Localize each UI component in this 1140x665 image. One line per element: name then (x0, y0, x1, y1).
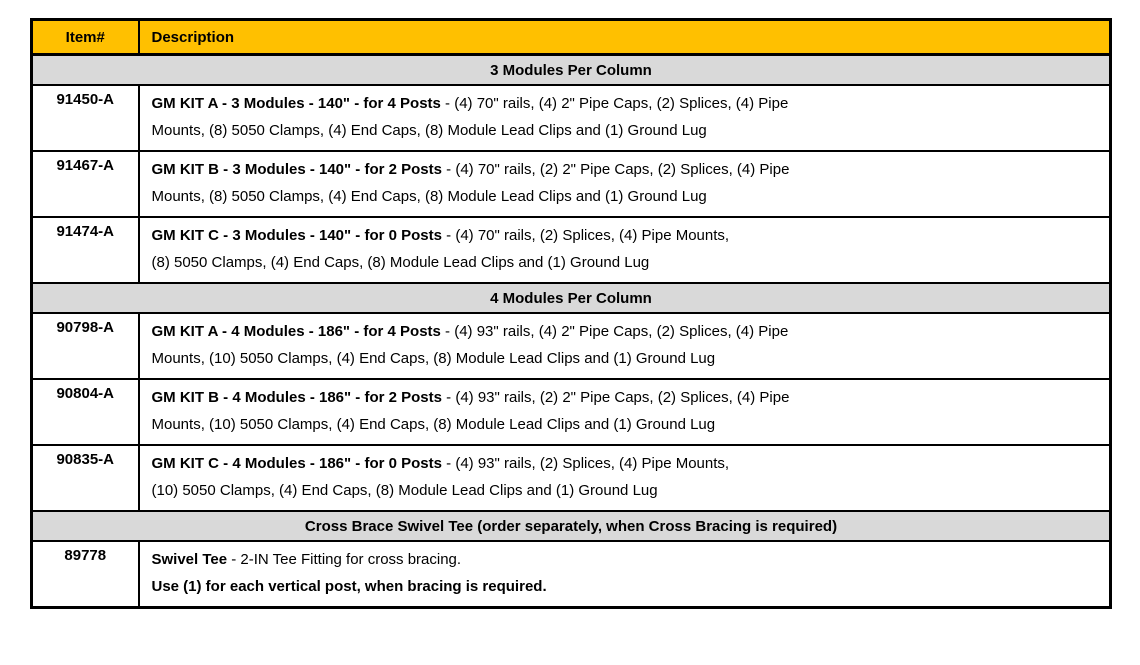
item-number: 91450-A (30, 84, 140, 152)
item-column-header: Item# (30, 18, 140, 56)
item-description: GM KIT A - 4 Modules - 186" - for 4 Post… (137, 312, 1112, 380)
kit-contents-line1: - (4) 70" rails, (4) 2" Pipe Caps, (2) S… (440, 95, 789, 112)
item-number: 91474-A (30, 216, 140, 284)
table-row: 91474-A GM KIT C - 3 Modules - 140" - fo… (30, 216, 1112, 284)
item-number: 91467-A (30, 150, 140, 218)
kit-name: GM KIT C - 4 Modules - 186" - for 0 Post… (151, 455, 443, 472)
section-header-3-modules: 3 Modules Per Column (30, 53, 1112, 86)
item-number: 90835-A (30, 444, 140, 512)
kit-name: GM KIT A - 3 Modules - 140" - for 4 Post… (151, 95, 441, 112)
section-header-4-modules: 4 Modules Per Column (30, 282, 1112, 314)
kit-contents-line2: Mounts, (10) 5050 Clamps, (4) End Caps, … (151, 416, 716, 433)
kit-name: GM KIT C - 3 Modules - 140" - for 0 Post… (151, 227, 443, 244)
description-column-header: Description (137, 18, 1112, 56)
table-row: 90804-A GM KIT B - 4 Modules - 186" - fo… (30, 378, 1112, 446)
item-number: 89778 (30, 540, 140, 609)
kit-contents-line1: - (4) 70" rails, (2) Splices, (4) Pipe M… (442, 227, 730, 244)
kit-contents-line2: Mounts, (8) 5050 Clamps, (4) End Caps, (… (151, 122, 707, 139)
table-row: 90798-A GM KIT A - 4 Modules - 186" - fo… (30, 312, 1112, 380)
item-description: GM KIT B - 4 Modules - 186" - for 2 Post… (137, 378, 1112, 446)
item-number: 90798-A (30, 312, 140, 380)
item-description: GM KIT C - 4 Modules - 186" - for 0 Post… (137, 444, 1112, 512)
table-row: 89778 Swivel Tee - 2-IN Tee Fitting for … (30, 540, 1112, 609)
item-description: GM KIT C - 3 Modules - 140" - for 0 Post… (137, 216, 1112, 284)
kit-contents-line2: Mounts, (8) 5050 Clamps, (4) End Caps, (… (151, 188, 707, 205)
kit-name: Swivel Tee (151, 551, 228, 568)
table-row: 91450-A GM KIT A - 3 Modules - 140" - fo… (30, 84, 1112, 152)
kit-name: GM KIT A - 4 Modules - 186" - for 4 Post… (151, 323, 441, 340)
item-description: GM KIT B - 3 Modules - 140" - for 2 Post… (137, 150, 1112, 218)
kit-name: GM KIT B - 4 Modules - 186" - for 2 Post… (151, 389, 443, 406)
table-header-row: Item# Description (30, 18, 1112, 56)
section-title: Cross Brace Swivel Tee (order separately… (30, 510, 1112, 542)
kit-name: GM KIT B - 3 Modules - 140" - for 2 Post… (151, 161, 443, 178)
kit-contents-line2: (10) 5050 Clamps, (4) End Caps, (8) Modu… (151, 482, 658, 499)
kit-contents-line2: Use (1) for each vertical post, when bra… (151, 578, 547, 595)
kit-contents-line1: - 2-IN Tee Fitting for cross bracing. (227, 551, 462, 568)
table-row: 91467-A GM KIT B - 3 Modules - 140" - fo… (30, 150, 1112, 218)
section-header-cross-brace: Cross Brace Swivel Tee (order separately… (30, 510, 1112, 542)
kit-contents-line1: - (4) 70" rails, (2) 2" Pipe Caps, (2) S… (442, 161, 790, 178)
kit-contents-line2: Mounts, (10) 5050 Clamps, (4) End Caps, … (151, 350, 716, 367)
kit-contents-line1: - (4) 93" rails, (2) Splices, (4) Pipe M… (442, 455, 730, 472)
item-number: 90804-A (30, 378, 140, 446)
section-title: 4 Modules Per Column (30, 282, 1112, 314)
item-description: Swivel Tee - 2-IN Tee Fitting for cross … (137, 540, 1112, 609)
kit-contents-line1: - (4) 93" rails, (2) 2" Pipe Caps, (2) S… (442, 389, 790, 406)
table-row: 90835-A GM KIT C - 4 Modules - 186" - fo… (30, 444, 1112, 512)
kit-contents-line2: (8) 5050 Clamps, (4) End Caps, (8) Modul… (151, 254, 650, 271)
parts-table: Item# Description 3 Modules Per Column 9… (30, 18, 1112, 609)
kit-contents-line1: - (4) 93" rails, (4) 2" Pipe Caps, (2) S… (440, 323, 789, 340)
section-title: 3 Modules Per Column (30, 53, 1112, 86)
item-description: GM KIT A - 3 Modules - 140" - for 4 Post… (137, 84, 1112, 152)
